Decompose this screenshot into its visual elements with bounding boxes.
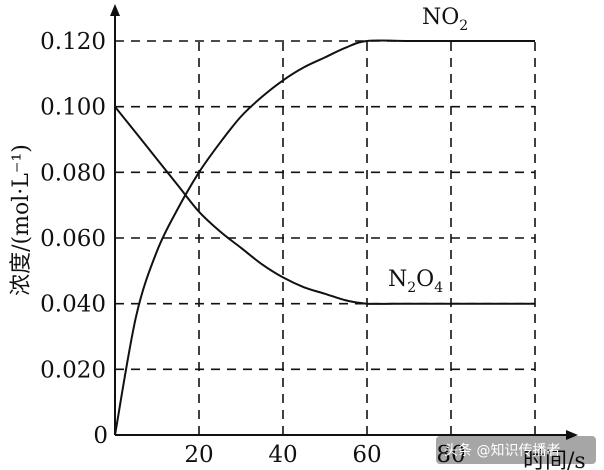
grid-lines	[115, 40, 536, 435]
x-tick-label-1: 20	[184, 442, 213, 468]
y-tick-label-6: 0.120	[40, 29, 106, 55]
axes	[110, 4, 578, 440]
x-tick-label-2: 40	[268, 442, 297, 468]
watermark-backdrop	[436, 436, 596, 464]
y-tick-label-3: 0.060	[40, 226, 106, 252]
y-tick-label-4: 0.080	[40, 160, 106, 186]
y-tick-label-0: 0	[93, 423, 108, 449]
y-axis-arrow	[110, 4, 120, 16]
x-tick-label-3: 60	[352, 442, 381, 468]
series-label-no2: NO2	[422, 5, 468, 34]
y-tick-label-5: 0.100	[40, 95, 106, 121]
tick-labels: 0 0.020 0.040 0.060 0.080 0.100 0.120 20 40 60 80	[40, 29, 466, 468]
series-line-no2	[114, 39, 535, 436]
x-tick-label-4: 80	[436, 442, 465, 468]
y-tick-label-2: 0.040	[40, 292, 106, 318]
x-axis-arrow	[566, 430, 578, 440]
series-label-n2o4: N2O4	[388, 267, 443, 296]
series-labels: NO2 N2O4	[388, 5, 468, 296]
series-lines	[114, 39, 535, 436]
y-tick-label-1: 0.020	[40, 357, 106, 383]
y-axis-label: 浓度/(mol·L⁻¹)	[9, 144, 34, 296]
watermark-text: 头条 @知识传播者	[444, 442, 560, 459]
series-line-n2o4	[114, 106, 535, 305]
x-axis-label: 时间/s	[523, 449, 586, 470]
